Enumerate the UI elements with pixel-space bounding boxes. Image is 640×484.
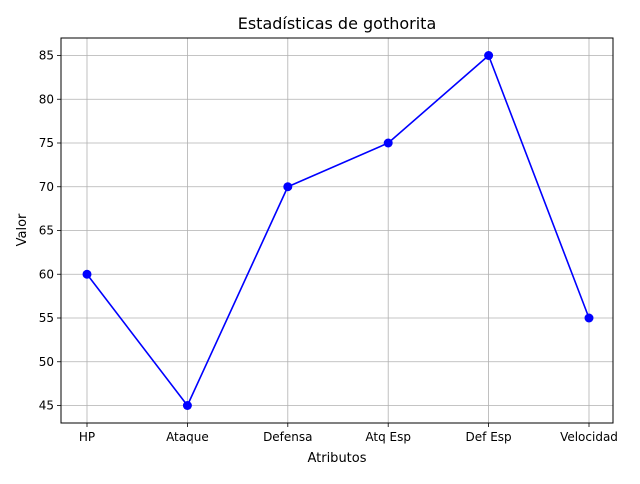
y-tick-label: 65 bbox=[39, 224, 54, 238]
y-tick-label: 70 bbox=[39, 180, 54, 194]
x-tick-label: Def Esp bbox=[466, 430, 512, 444]
y-tick-label: 85 bbox=[39, 49, 54, 63]
x-tick-label: HP bbox=[79, 430, 95, 444]
data-point bbox=[484, 51, 494, 60]
x-tick-label: Velocidad bbox=[560, 430, 618, 444]
series-line bbox=[86, 54, 590, 407]
data-point bbox=[182, 401, 192, 410]
chart-title: Estadísticas de gothorita bbox=[238, 14, 437, 33]
x-tick-label: Defensa bbox=[263, 430, 312, 444]
x-tick-label: Ataque bbox=[166, 430, 209, 444]
series-layer bbox=[82, 51, 594, 410]
data-point bbox=[82, 269, 92, 279]
y-tick-label: 75 bbox=[39, 136, 54, 150]
data-point bbox=[383, 138, 393, 148]
y-tick-label: 80 bbox=[39, 92, 54, 106]
data-point bbox=[584, 313, 594, 323]
grid-lines bbox=[61, 38, 613, 423]
data-point bbox=[283, 182, 293, 192]
axis-ticks: HP Ataque Defensa Atq Esp Def Esp Velocidad 45… bbox=[39, 49, 618, 445]
y-tick-label: 55 bbox=[39, 311, 54, 325]
x-tick-label: Atq Esp bbox=[365, 430, 411, 444]
y-tick-label: 45 bbox=[39, 399, 54, 413]
y-tick-label: 50 bbox=[39, 355, 54, 369]
y-tick-label: 60 bbox=[39, 267, 54, 281]
y-axis-label: Valor bbox=[15, 213, 30, 246]
x-axis-label: Atributos bbox=[307, 451, 366, 466]
